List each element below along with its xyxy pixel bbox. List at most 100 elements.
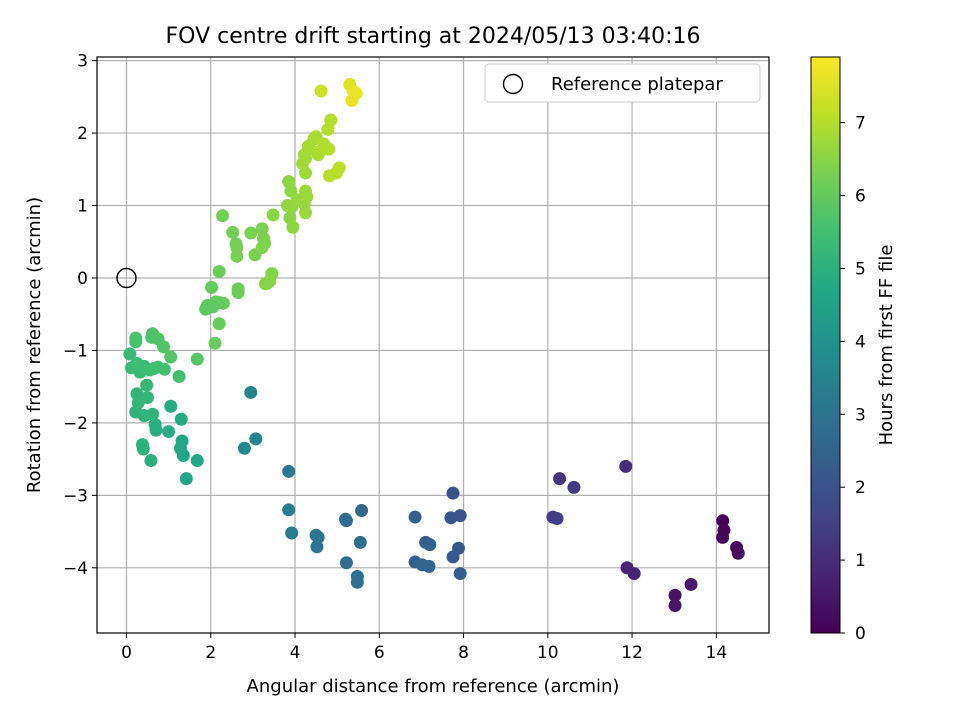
data-point [355,504,369,518]
data-point [567,480,581,494]
data-point [172,370,186,384]
y-tick-label: −4 [63,559,88,579]
x-tick-label: 0 [121,643,132,663]
data-point [423,538,437,552]
colorbar-tick-label: 3 [855,405,866,425]
data-point [627,567,641,581]
data-point [310,540,324,554]
colorbar-tick-label: 2 [855,478,866,498]
data-point [205,280,219,294]
scatter-points [116,78,745,612]
data-point [157,362,171,376]
data-point [164,350,178,364]
data-point [314,84,328,98]
data-point [444,511,458,525]
legend: Reference platepar [484,63,761,103]
colorbar-tick-label: 5 [855,259,866,279]
data-point [299,184,313,198]
colorbar-ticks: 0 1 2 3 4 5 6 7 [840,114,866,644]
data-point [190,454,204,468]
data-point [353,535,367,549]
data-point [266,208,280,222]
y-tick-label: 3 [77,52,88,72]
data-point [244,226,258,240]
legend-box [484,63,761,103]
data-point [731,546,745,560]
data-point [345,93,359,107]
data-point [322,142,336,156]
plot-frame [96,56,770,634]
grid [97,57,769,633]
y-tick-label: 1 [77,197,88,217]
data-point [216,209,230,223]
data-point [321,122,335,136]
data-point [261,276,275,290]
x-tick-label: 8 [458,643,469,663]
data-point [174,412,188,426]
y-axis-ticks: −4 −3 −2 −1 0 1 2 3 [63,52,97,579]
data-point [668,588,682,602]
data-point [446,486,460,500]
data-point [422,559,436,573]
colorbar-gradient [810,56,841,634]
data-point [141,391,155,405]
x-axis-ticks: 0 2 4 6 8 10 12 14 [121,633,727,663]
data-point [212,317,226,331]
data-point [190,352,204,366]
data-point [230,249,244,263]
y-tick-label: 0 [77,269,88,289]
data-point [157,340,171,354]
x-tick-label: 10 [537,643,559,663]
y-axis-label: Rotation from reference (arcmin) [24,197,45,493]
data-point [249,432,263,446]
chart-title: FOV centre drift starting at 2024/05/13 … [166,24,701,49]
colorbar-tick-label: 4 [855,332,866,352]
data-point [136,442,150,456]
data-point [175,434,189,448]
y-tick-label: −2 [63,414,88,434]
data-point [684,577,698,591]
data-point [339,512,353,526]
data-point [446,550,460,564]
data-point [237,441,251,455]
data-point [619,459,633,473]
y-tick-label: −3 [63,486,88,506]
data-point [332,161,346,175]
data-point [212,264,226,278]
data-point [339,556,353,570]
x-tick-label: 12 [621,643,643,663]
colorbar-tick-label: 1 [855,551,866,571]
data-point [299,206,313,220]
x-tick-label: 14 [706,643,728,663]
data-point [408,510,422,524]
data-point [285,526,299,540]
data-point [208,336,222,350]
x-tick-label: 2 [205,643,216,663]
x-tick-label: 6 [374,643,385,663]
data-point [216,296,230,310]
data-point [129,331,143,345]
legend-marker-open-circle-icon [502,73,524,95]
reference-platepar-marker [116,267,137,289]
colorbar-tick-label: 0 [855,624,866,644]
data-point [162,425,176,439]
legend-label: Reference platepar [551,74,723,95]
data-point [550,512,564,526]
data-point [553,472,567,486]
data-point [453,567,467,581]
data-point [140,378,154,392]
data-point [244,385,258,399]
data-point [226,225,240,239]
data-point [255,241,269,255]
colorbar-label: Hours from first FF file [876,245,897,446]
data-point [282,503,296,517]
data-point [231,285,245,299]
colorbar-tick-label: 7 [855,114,866,134]
data-point [286,220,300,234]
data-point [716,530,730,544]
data-point [148,417,162,431]
data-point [179,472,193,486]
data-point [350,575,364,589]
data-point [164,399,178,413]
